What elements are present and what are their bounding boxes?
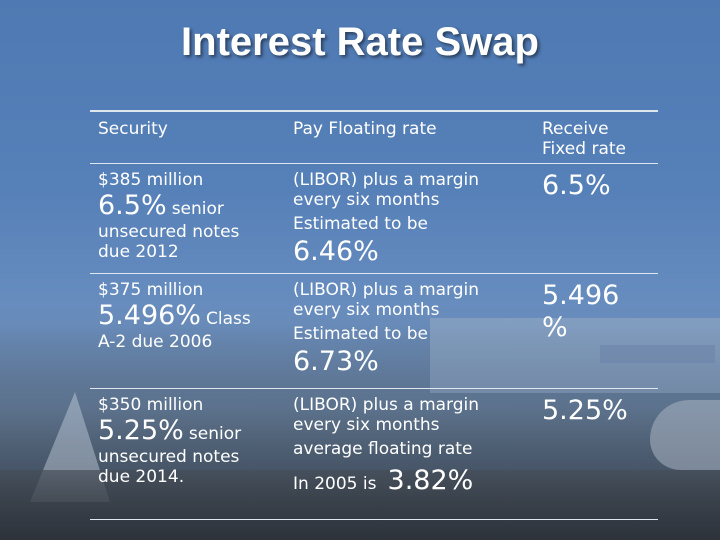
pay-line3: Estimated to be [293,324,429,345]
table-row-security: $350 million 5.25% senior unsecured note… [98,395,278,487]
security-rate-suffix: senior [171,199,224,220]
slide-title: Interest Rate Swap [181,20,539,64]
pay-prefix: In 2005 is [293,474,377,495]
security-due: due 2014. [98,466,185,487]
security-rate: 5.496% [98,300,201,332]
row-divider [90,273,658,274]
pay-line1: (LIBOR) plus a margin [293,280,480,300]
header-pay-floating: Pay Floating rate [293,119,437,139]
security-due: due 2012 [98,241,179,262]
pay-line3: average floating rate [293,439,473,460]
security-rate-suffix: Class [206,309,251,330]
pay-value: 3.82% [387,465,474,497]
table-row-pay: (LIBOR) plus a margin every six months a… [293,395,533,497]
pay-value: 6.73% [293,346,379,378]
receive-rate: 6.5% [542,170,611,201]
airplane-nose-image [650,400,720,470]
pay-line2: every six months [293,190,440,211]
header-receive-line1: Receive [542,119,609,139]
pay-line1: (LIBOR) plus a margin [293,170,480,190]
security-amount: $350 million [98,395,204,415]
row-divider [90,388,658,389]
header-security: Security [98,119,168,139]
security-desc: unsecured notes [98,221,240,242]
security-rate-suffix: senior [188,424,242,445]
table-row-pay: (LIBOR) plus a margin every six months E… [293,170,533,268]
pay-line3: Estimated to be [293,214,429,235]
header-receive-fixed: Receive Fixed rate [542,119,672,159]
security-rate: 6.5% [98,190,167,222]
table-top-rule [90,110,658,112]
tarmac-image [0,470,720,540]
table-bottom-rule [90,519,658,520]
receive-rate: 5.25% [542,395,628,426]
table-row-pay: (LIBOR) plus a margin every six months E… [293,280,533,378]
table-row-security: $385 million 6.5% senior unsecured notes… [98,170,278,262]
pay-line2: every six months [293,415,440,436]
row-divider [90,163,658,164]
cargo-sign-image [600,345,715,363]
receive-rate: 5.496 % [542,280,672,345]
pay-line2: every six months [293,300,440,321]
pay-value: 6.46% [293,236,379,268]
security-amount: $385 million [98,170,204,190]
pay-line1: (LIBOR) plus a margin [293,395,480,415]
security-desc: unsecured notes [98,446,240,467]
security-amount: $375 million [98,280,204,300]
receive-rate-line2: % [542,312,568,344]
table-row-security: $375 million 5.496% Class A-2 due 2006 [98,280,278,352]
receive-rate-line1: 5.496 [542,280,620,311]
security-rate: 5.25% [98,415,184,447]
header-receive-line2: Fixed rate [542,139,626,160]
security-desc: A-2 due 2006 [98,331,213,352]
